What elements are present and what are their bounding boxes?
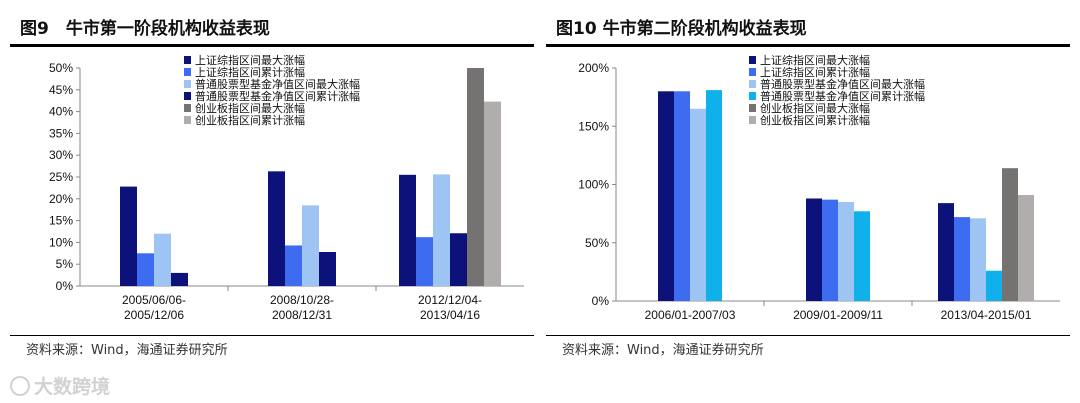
- y-tick-label: 20%: [49, 192, 73, 206]
- chart-panel-left: 图9 牛市第一阶段机构收益表现 0% 5% 10% 15% 20% 25% 30% 35% 40…: [10, 0, 534, 403]
- legend-swatch: [184, 104, 191, 112]
- bar-series3-cat3: [970, 218, 986, 301]
- legend-label: 创业板指区间累计涨幅: [195, 113, 305, 127]
- legend-swatch: [184, 92, 191, 100]
- bar-series2-cat3: [954, 217, 970, 301]
- bar-series4-cat1: [171, 272, 188, 286]
- y-tick-label: 40%: [49, 105, 73, 119]
- watermark-text: 大数跨境: [34, 376, 111, 398]
- x-category-label: 2009/01-2009/11: [793, 308, 883, 322]
- bar-series1-cat1: [120, 186, 137, 286]
- bar-series5-cat3: [1002, 168, 1018, 301]
- legend-swatch: [184, 80, 191, 88]
- legend-swatch: [749, 56, 756, 64]
- bar-series1-cat3: [938, 203, 954, 301]
- legend-label: 普通股票型基金净值区间累计涨幅: [760, 89, 925, 103]
- y-tick-label: 50%: [585, 236, 609, 250]
- source-note-left: 资料来源：Wind，海通证券研究所: [26, 343, 228, 358]
- legend-label: 创业板指区间累计涨幅: [760, 113, 870, 127]
- y-tick-label: 35%: [49, 126, 73, 140]
- chart-panel-right: 图10 牛市第二阶段机构收益表现 0% 50% 100% 150% 200% 2006/0…: [546, 0, 1070, 403]
- y-tick-label: 45%: [49, 83, 73, 97]
- y-tick-label: 15%: [49, 214, 73, 228]
- y-tick-label: 150%: [578, 119, 609, 133]
- bar-series3-cat2: [838, 201, 854, 301]
- bar-series6-cat3: [1018, 194, 1034, 301]
- legend-swatch: [749, 104, 756, 112]
- bar-series6-cat3: [484, 101, 501, 287]
- bar-series1-cat1: [658, 91, 674, 301]
- x-category-label: 2008/10/28-: [270, 293, 334, 307]
- bar-chart-left: 0% 5% 10% 15% 20% 25% 30% 35% 40% 45% 50% 2005/06/0…: [49, 53, 524, 322]
- x-category-label: 2013/04/16: [420, 308, 480, 322]
- chart-title-right: 图10 牛市第二阶段机构收益表现: [556, 19, 807, 39]
- bar-series3-cat1: [154, 233, 171, 286]
- x-category-label: 2006/01-2007/03: [645, 308, 736, 322]
- legend-label: 普通股票型基金净值区间累计涨幅: [195, 89, 360, 103]
- x-category-label: 2013/04-2015/01: [941, 308, 1032, 322]
- legend-label: 创业板指区间最大涨幅: [760, 101, 870, 115]
- bar-series3-cat2: [302, 205, 319, 286]
- legend-label: 上证综指区间最大涨幅: [760, 53, 870, 67]
- y-tick-label: 200%: [578, 61, 609, 75]
- source-note-right: 资料来源：Wind，海通证券研究所: [562, 343, 764, 358]
- legend-swatch: [749, 116, 756, 124]
- bar-series3-cat3: [433, 174, 450, 286]
- bar-series1-cat2: [806, 198, 822, 301]
- y-tick-label: 10%: [49, 235, 73, 249]
- legend-label: 普通股票型基金净值区间最大涨幅: [195, 77, 360, 91]
- legend-swatch: [749, 80, 756, 88]
- legend-label: 上证综指区间累计涨幅: [760, 65, 870, 79]
- bar-chart-right: 0% 50% 100% 150% 200% 2006/01-2007/03 2009/01-…: [578, 53, 1060, 322]
- bar-series2-cat2: [822, 199, 838, 301]
- bar-series1-cat2: [268, 171, 285, 286]
- source-rule-left: [10, 335, 534, 336]
- bar-series5-cat3: [467, 68, 484, 286]
- bar-series4-cat2: [319, 251, 336, 286]
- y-tick-label: 30%: [49, 148, 73, 162]
- y-tick-label: 0%: [592, 294, 610, 308]
- legend-label: 上证综指区间累计涨幅: [195, 65, 305, 79]
- y-tick-label: 25%: [49, 170, 73, 184]
- legend-swatch: [749, 92, 756, 100]
- bar-series1-cat3: [399, 174, 416, 286]
- legend-label: 普通股票型基金净值区间最大涨幅: [760, 77, 925, 91]
- y-tick-label: 0%: [56, 279, 74, 293]
- x-category-label: 2008/12/31: [272, 308, 332, 322]
- bar-series4-cat1: [706, 90, 722, 301]
- legend-swatch: [184, 56, 191, 64]
- y-tick-label: 50%: [49, 61, 73, 75]
- y-tick-label: 5%: [56, 257, 74, 271]
- x-category-label: 2005/06/06-: [122, 293, 186, 307]
- bar-series2-cat1: [674, 91, 690, 301]
- source-rule-right: [546, 335, 1070, 336]
- bar-series2-cat1: [137, 253, 154, 286]
- bar-series2-cat3: [416, 237, 433, 286]
- legend-swatch: [184, 68, 191, 76]
- legend-label: 创业板指区间最大涨幅: [195, 101, 305, 115]
- bar-series4-cat3: [450, 233, 467, 286]
- title-rule-left: [10, 44, 534, 47]
- bar-series4-cat3: [986, 270, 1002, 301]
- legend-swatch: [749, 68, 756, 76]
- watermark-logo-icon: [10, 376, 30, 396]
- bar-series3-cat1: [690, 108, 706, 302]
- x-category-label: 2012/12/04-: [418, 293, 482, 307]
- title-rule-right: [546, 44, 1070, 47]
- y-tick-label: 100%: [578, 178, 609, 192]
- bar-series2-cat2: [285, 245, 302, 286]
- legend-swatch: [184, 116, 191, 124]
- legend-label: 上证综指区间最大涨幅: [195, 53, 305, 67]
- x-category-label: 2005/12/06: [124, 308, 184, 322]
- watermark: 大数跨境: [10, 372, 110, 399]
- chart-title-left: 图9 牛市第一阶段机构收益表现: [20, 19, 270, 39]
- bar-series4-cat2: [854, 211, 870, 301]
